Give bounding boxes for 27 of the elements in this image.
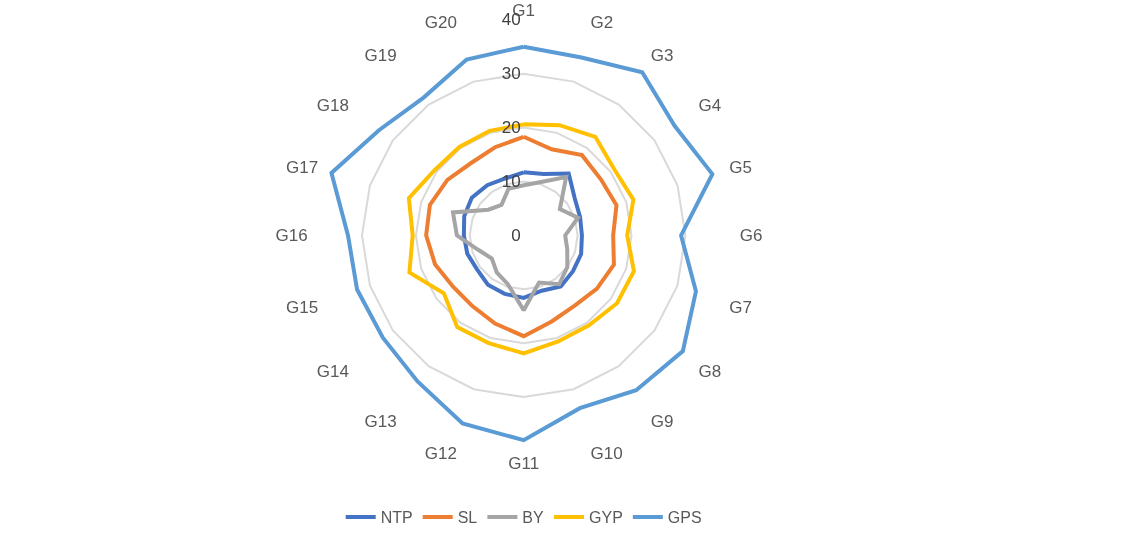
y-tick-label: 10 (501, 172, 521, 192)
spoke-label: G18 (316, 96, 349, 116)
legend-label: NTP (380, 509, 413, 527)
spoke-label: G8 (698, 362, 722, 382)
spoke-label: G20 (424, 13, 457, 33)
spoke-label: G7 (729, 298, 752, 318)
spoke-label: G12 (424, 443, 457, 463)
legend-label: BY (522, 509, 545, 527)
spoke-label: G14 (316, 362, 349, 382)
legend-label: SL (457, 509, 478, 527)
legend-label: GYP (589, 509, 623, 527)
spoke-label: G17 (286, 158, 319, 178)
spoke-label: G3 (650, 46, 674, 66)
spoke-label: G10 (590, 443, 623, 463)
spoke-label: G13 (364, 412, 397, 432)
legend-label: GPS (667, 509, 702, 527)
y-tick-label: 0 (511, 225, 521, 245)
spoke-label: G11 (508, 453, 540, 473)
spoke-label: G5 (729, 158, 752, 178)
spoke-label: G6 (739, 226, 763, 246)
spoke-label: G2 (590, 13, 614, 33)
spoke-label: G4 (698, 96, 722, 116)
spoke-label: G15 (286, 298, 319, 318)
spoke-label: G9 (650, 412, 674, 432)
y-tick-label: 30 (501, 64, 521, 84)
spoke-label: G16 (275, 226, 308, 246)
spoke-label: G19 (364, 46, 397, 66)
